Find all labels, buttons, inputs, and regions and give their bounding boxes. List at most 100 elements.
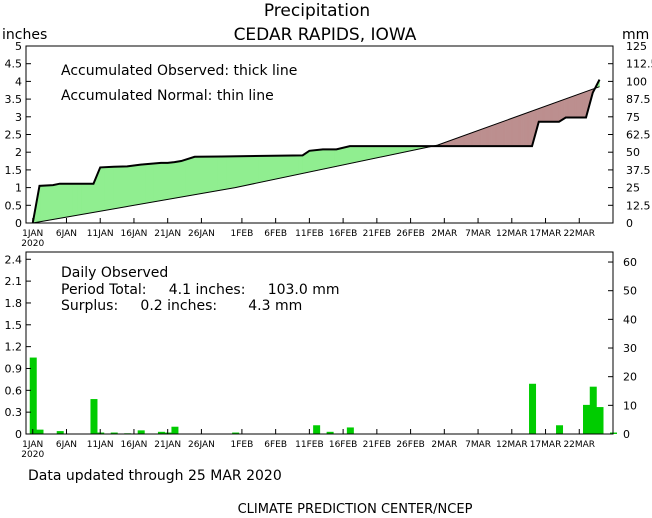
- daily-bar: [29, 357, 37, 434]
- accumulated-panel: 0 0.5 1 1.5 2 2.5 3 3.5 4 4.5 5 0 12.5 25 37.5 50 62.5 7…: [5, 40, 652, 249]
- bottom-right-tick-label: 30: [623, 342, 637, 355]
- top-right-tick-label: 0: [626, 217, 633, 230]
- top-left-tick-label: 3: [15, 111, 22, 124]
- top-right-tick-label: 87.5: [626, 93, 651, 106]
- daily-bar: [36, 429, 44, 434]
- daily-panel: 00.30.60.91.21.51.82.12.4 0102030405060 …: [5, 251, 637, 460]
- top-right-tick-label: 37.5: [626, 164, 651, 177]
- bottom-x-tick-label: 21FEB: [363, 440, 392, 450]
- bottom-left-tick-label: 0.6: [5, 384, 23, 397]
- top-x-tick-label: 12MAR: [496, 229, 528, 239]
- daily-bar: [589, 386, 597, 434]
- daily-bar: [529, 383, 537, 434]
- top-x-tick-label: 16JAN: [121, 229, 148, 239]
- bottom-left-tick-label: 1.8: [5, 297, 23, 310]
- daily-bar: [157, 431, 165, 434]
- bottom-x-tick-label: 11JAN: [87, 440, 114, 450]
- top-right-tick-label: 75: [626, 111, 640, 124]
- top-left-tick-label: 4: [15, 75, 22, 88]
- daily-bar: [137, 430, 145, 434]
- bottom-x-tick-label: 21JAN: [154, 440, 181, 450]
- bottom-right-tick-label: 10: [623, 399, 637, 412]
- top-x-tick-label: 21JAN: [154, 229, 181, 239]
- top-x-axis: 1JAN 6JAN 11JAN 16JAN 21JAN 26JAN 1FEB 6FEB 11FE…: [21, 218, 595, 249]
- bottom-right-tick-label: 40: [623, 313, 637, 326]
- bottom-left-tick-label: 0.3: [5, 406, 23, 419]
- daily-bar: [90, 399, 98, 434]
- bottom-x-tick-label: 2MAR: [431, 440, 457, 450]
- top-right-tick-label: 125: [626, 40, 647, 53]
- bottom-left-tick-label: 2.4: [5, 253, 23, 266]
- bottom-x-tick-label: 22MAR: [563, 440, 595, 450]
- bottom-x-axis: 1JAN 6JAN 11JAN 16JAN 21JAN 26JAN 1FEB 6FEB 11FE…: [21, 429, 595, 460]
- bottom-x-tick-label: 16FEB: [329, 440, 358, 450]
- daily-bars: [29, 357, 617, 435]
- top-right-tick-label: 12.5: [626, 199, 651, 212]
- top-right-axis: 0 12.5 25 37.5 50 62.5 75 87.5 100 112.5 125: [608, 40, 652, 230]
- top-right-tick-label: 112.5: [626, 58, 652, 71]
- bottom-x-tick-label: 17MAR: [530, 440, 562, 450]
- daily-bar: [171, 426, 179, 434]
- surplus-label: Surplus: 0.2 inches: 4.3 mm: [61, 298, 302, 314]
- top-right-tick-label: 100: [626, 75, 647, 88]
- top-left-tick-label: 0.5: [5, 199, 23, 212]
- daily-bar: [556, 425, 564, 434]
- bottom-left-tick-label: 0: [15, 428, 22, 441]
- top-left-tick-label: 1: [15, 182, 22, 195]
- bottom-right-tick-label: 20: [623, 371, 637, 384]
- top-x-tick-label: 1JAN: [22, 229, 43, 239]
- bottom-left-tick-label: 1.2: [5, 341, 23, 354]
- top-x-tick-label: 6JAN: [56, 229, 77, 239]
- top-annotation-observed: Accumulated Observed: thick line: [61, 63, 297, 79]
- daily-observed-label: Daily Observed: [61, 265, 168, 281]
- daily-bar: [596, 407, 604, 434]
- top-left-tick-label: 1.5: [5, 164, 23, 177]
- bottom-left-tick-label: 0.9: [5, 362, 23, 375]
- top-left-tick-label: 2: [15, 146, 22, 159]
- bottom-x-tick-label: 12MAR: [496, 440, 528, 450]
- bottom-right-tick-label: 50: [623, 285, 637, 298]
- daily-bar: [232, 432, 240, 434]
- bottom-left-tick-label: 1.5: [5, 319, 23, 332]
- daily-bar: [110, 432, 118, 434]
- bottom-x-tick-label: 1FEB: [231, 440, 254, 450]
- period-total-label: Period Total: 4.1 inches: 103.0 mm: [61, 282, 340, 298]
- chart-title: Precipitation: [264, 1, 370, 21]
- top-x-tick-label: 6FEB: [264, 229, 287, 239]
- top-left-axis: 0 0.5 1 1.5 2 2.5 3 3.5 4 4.5 5: [5, 40, 31, 230]
- top-x-tick-label: 26JAN: [188, 229, 215, 239]
- top-x-tick-label: 7MAR: [465, 229, 491, 239]
- daily-bar: [313, 425, 321, 434]
- top-left-tick-label: 2.5: [5, 129, 23, 142]
- top-x-tick-label: 11JAN: [87, 229, 114, 239]
- bottom-x-tick-label: 11FEB: [295, 440, 324, 450]
- daily-bar: [346, 427, 354, 434]
- top-x-tick-label: 17MAR: [530, 229, 562, 239]
- top-x-tick-label: 2MAR: [431, 229, 457, 239]
- top-right-tick-label: 25: [626, 182, 640, 195]
- bottom-x-tick-label: 26JAN: [188, 440, 215, 450]
- bottom-x-year-label: 2020: [21, 450, 44, 460]
- top-x-tick-label: 21FEB: [363, 229, 392, 239]
- bottom-plot-frame: [25, 251, 614, 435]
- top-x-tick-label: 26FEB: [396, 229, 425, 239]
- top-left-tick-label: 0: [15, 217, 22, 230]
- top-annotation-normal: Accumulated Normal: thin line: [61, 88, 274, 104]
- bottom-left-axis: 0 0.3 0.6 0.9 1.2 1.5 1.8 2.1 2.4: [5, 253, 31, 441]
- accumulated-observed-line: [31, 79, 601, 224]
- top-x-tick-label: 16FEB: [329, 229, 358, 239]
- daily-bar: [326, 431, 334, 434]
- top-left-tick-label: 3.5: [5, 93, 23, 106]
- top-right-tick-label: 50: [626, 146, 640, 159]
- accumulated-normal-line: [32, 86, 600, 224]
- bottom-x-tick-label: 6FEB: [264, 440, 287, 450]
- top-x-year-label: 2020: [21, 239, 44, 249]
- top-left-tick-label: 4.5: [5, 58, 23, 71]
- bottom-x-tick-label: 26FEB: [396, 440, 425, 450]
- bottom-x-tick-label: 7MAR: [465, 440, 491, 450]
- top-x-tick-label: 22MAR: [563, 229, 595, 239]
- credit-line: CLIMATE PREDICTION CENTER/NCEP: [238, 502, 473, 517]
- top-left-tick-label: 5: [15, 40, 22, 53]
- top-right-tick-label: 62.5: [626, 129, 651, 142]
